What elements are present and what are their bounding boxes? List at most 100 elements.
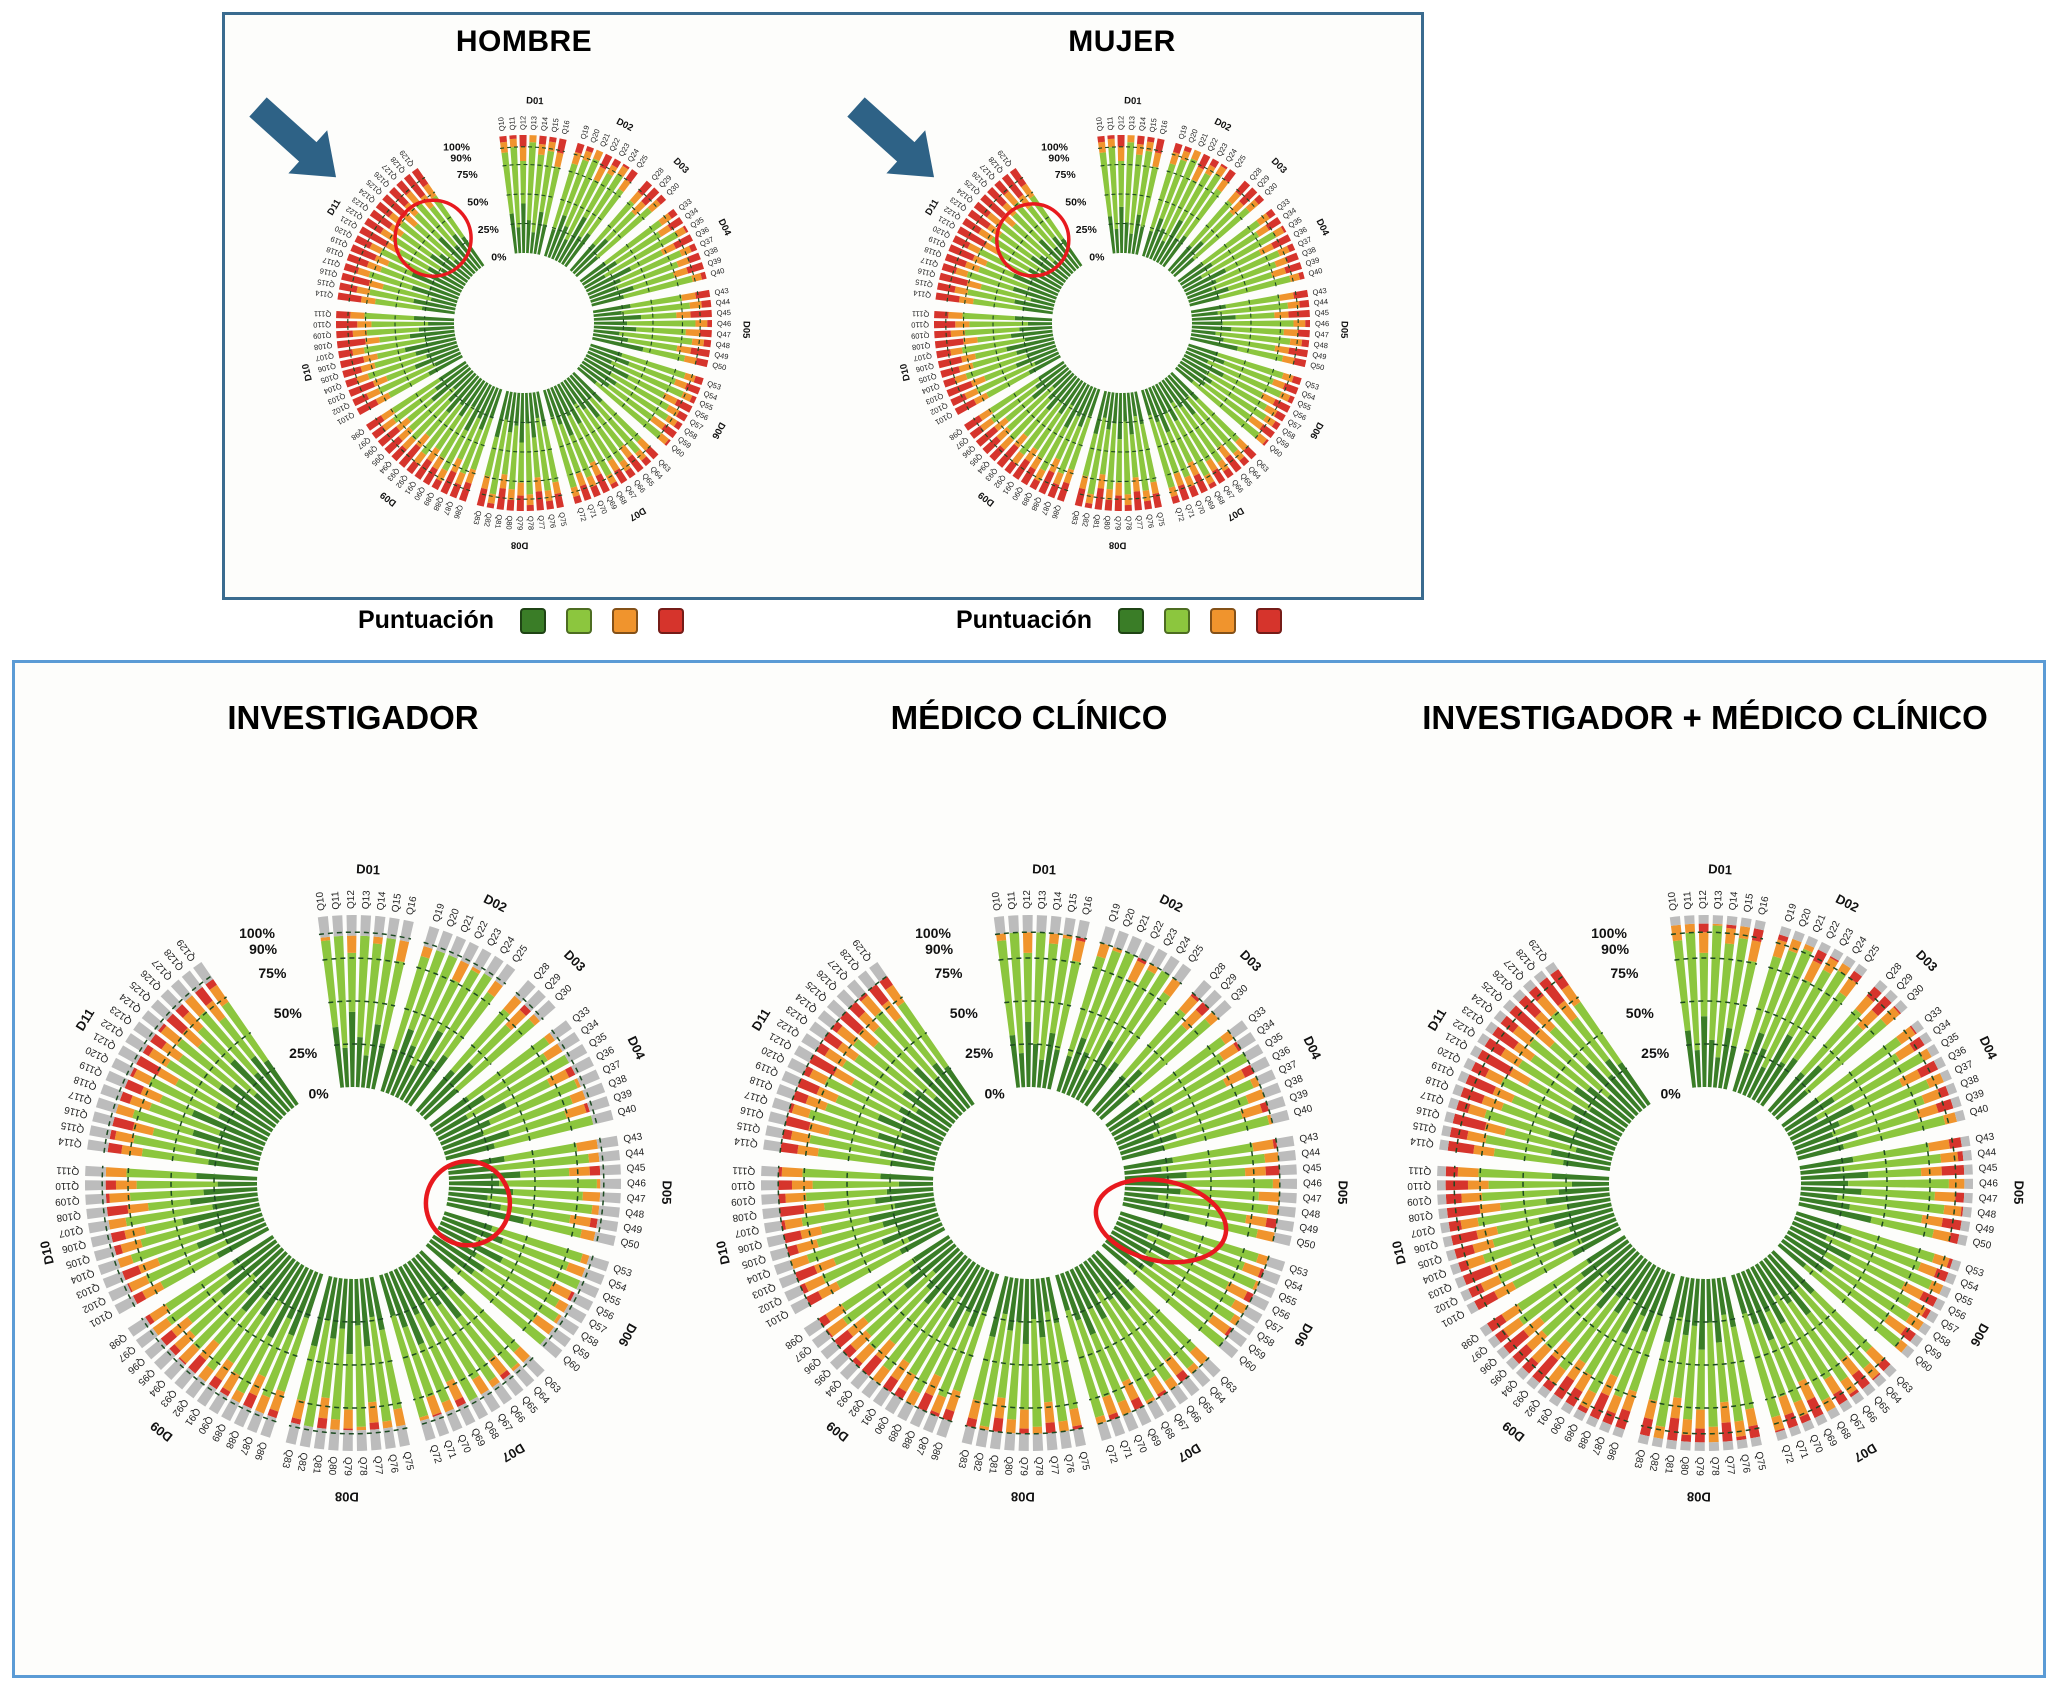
bar-segment	[429, 253, 469, 283]
bar-segment	[1146, 963, 1159, 975]
axis-tick-label: 50%	[1626, 1005, 1655, 1021]
gridline	[1771, 1356, 1886, 1426]
bar-segment	[543, 166, 561, 225]
question-label: Q111	[56, 1164, 80, 1176]
bar-segment	[1222, 320, 1294, 327]
question-label: Q46	[1303, 1178, 1322, 1189]
bar-segment	[369, 289, 415, 303]
bar-segment	[1045, 1276, 1060, 1324]
bar-segment	[1065, 1309, 1105, 1418]
question-label: Q15	[390, 892, 404, 913]
bar-segment	[1732, 1052, 1749, 1093]
bar-segment	[1820, 1268, 1890, 1322]
gridline	[1204, 1150, 1212, 1227]
bar-segment	[1602, 1410, 1616, 1425]
bar-segment	[408, 387, 456, 432]
bar-segment	[439, 405, 475, 459]
axis-tick-label: 25%	[289, 1045, 318, 1061]
bar-segment	[972, 1335, 996, 1402]
bar-segment	[592, 200, 635, 246]
bar-segment	[1211, 261, 1277, 291]
bar-segment	[1262, 438, 1269, 446]
bar-segment	[387, 261, 414, 277]
bar-segment	[591, 294, 625, 307]
bar-segment	[1449, 1262, 1462, 1275]
bar-segment	[1538, 1202, 1612, 1224]
bar-segment	[1233, 1041, 1242, 1052]
bar-segment	[1500, 1048, 1523, 1068]
bar-segment	[1283, 329, 1299, 337]
bar-segment	[1150, 948, 1168, 969]
bar-segment	[1777, 934, 1789, 943]
bar-segment	[1189, 1346, 1209, 1365]
axis-tick-label: 50%	[950, 1005, 979, 1021]
bar-segment	[1439, 1139, 1450, 1151]
bar-segment	[1552, 1217, 1617, 1248]
bar-segment	[1954, 1109, 1966, 1122]
bar-segment	[441, 429, 469, 472]
domain-label: D03	[671, 156, 691, 176]
bar-segment	[1793, 1399, 1809, 1418]
question-label: Q107	[733, 1224, 759, 1239]
bar-segment	[1031, 1319, 1042, 1427]
domain-label: D10	[898, 363, 913, 382]
gridline	[1254, 373, 1292, 440]
bar-segment	[493, 1115, 594, 1149]
bar-segment	[356, 399, 379, 416]
bar-segment	[975, 1428, 989, 1448]
bar-segment	[836, 989, 856, 1009]
bar-segment	[1670, 1397, 1682, 1419]
bar-segment	[1771, 1065, 1823, 1117]
gridline	[973, 417, 1069, 492]
bar-segment	[797, 1145, 819, 1157]
bar-segment	[205, 1000, 226, 1022]
bar-segment	[425, 410, 450, 437]
bar-segment	[1241, 1262, 1262, 1278]
bar-segment	[148, 1077, 221, 1119]
bar-segment	[1505, 1356, 1520, 1370]
bar-segment	[1169, 151, 1180, 166]
bar-segment	[432, 455, 445, 470]
bar-segment	[623, 275, 693, 299]
bar-segment	[1791, 1220, 1828, 1241]
bar-segment	[912, 1325, 954, 1394]
domain-label: D01	[1124, 95, 1143, 107]
bar-segment	[1126, 935, 1143, 956]
bar-segment	[572, 371, 603, 403]
question-label: Q77	[536, 515, 546, 530]
bar-segment	[1548, 1130, 1615, 1156]
bar-segment	[1085, 493, 1094, 504]
bar-segment	[357, 321, 372, 328]
bar-segment	[133, 1134, 197, 1155]
bar-segment	[1812, 949, 1827, 965]
bar-segment	[589, 397, 641, 454]
bar-segment	[1454, 1244, 1476, 1259]
bar-segment	[500, 1204, 571, 1224]
bar-segment	[482, 1053, 548, 1100]
bar-segment	[1305, 320, 1311, 328]
question-label: Q114	[913, 288, 932, 299]
bar-segment	[954, 399, 977, 416]
bar-segment	[552, 163, 578, 230]
bar-segment	[673, 420, 683, 430]
bar-segment	[1792, 930, 1805, 943]
bar-segment	[764, 1220, 783, 1234]
bar-segment	[784, 1285, 805, 1302]
bar-segment	[1698, 1278, 1705, 1350]
bar-segment	[809, 1069, 829, 1085]
bar-segment	[422, 466, 438, 486]
bar-segment	[1001, 173, 1024, 199]
bar-segment	[1074, 487, 1086, 507]
bar-segment	[451, 960, 470, 983]
bar-segment	[1020, 1343, 1029, 1410]
bar-segment	[575, 255, 599, 278]
bar-segment	[1742, 1047, 1767, 1096]
bar-segment	[1607, 1094, 1636, 1120]
gridline	[334, 1043, 386, 1049]
bar-segment	[1778, 1394, 1794, 1416]
bar-segment	[970, 375, 987, 387]
bar-segment	[1289, 273, 1301, 282]
radial-chart-svg: Q10 Q11 Q12 Q13 Q14 Q15 Q16D01Q19Q20Q21Q22Q23Q…	[847, 95, 1350, 551]
bar-segment	[1948, 1137, 1962, 1149]
bar-segment	[219, 1387, 231, 1397]
